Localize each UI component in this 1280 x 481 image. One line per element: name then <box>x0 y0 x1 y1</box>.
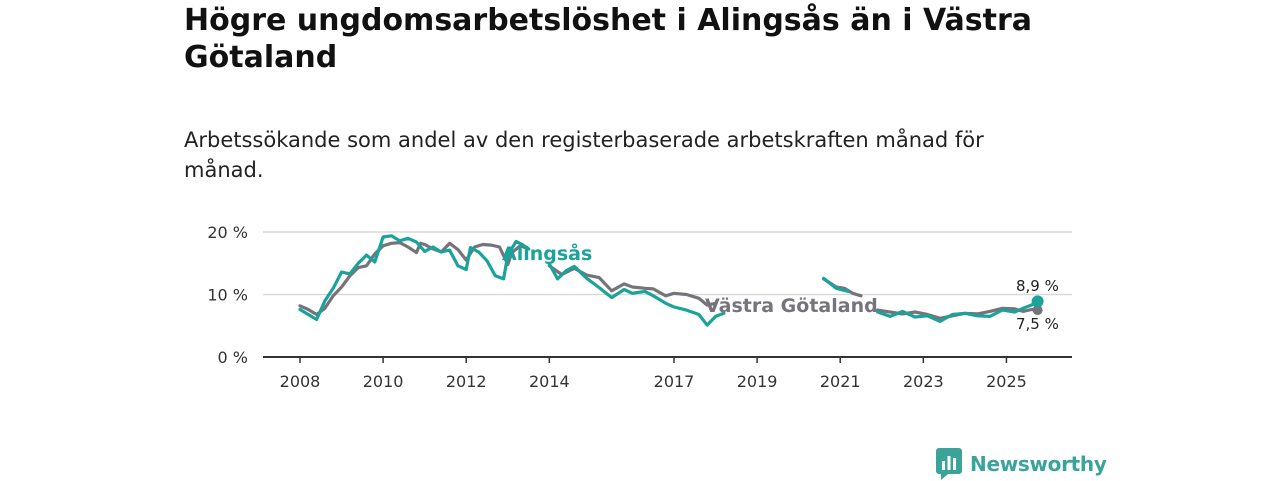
chart-title: Högre ungdomsarbetslöshet i Alingsås än … <box>184 3 1033 75</box>
x-tick-label: 2023 <box>903 372 944 391</box>
x-tick-label: 2012 <box>446 372 487 391</box>
bar-chart-speech-bubble-icon <box>936 448 962 480</box>
y-tick-label: 20 % <box>207 223 248 242</box>
x-tick-label: 2010 <box>363 372 404 391</box>
end-label-alingsas: 8,9 % <box>1016 277 1059 295</box>
series-line-v-stra-g-taland <box>547 264 718 307</box>
series-line-alings-s <box>547 262 726 327</box>
x-tick-label: 2017 <box>654 372 695 391</box>
newsworthy-logo: Newsworthy <box>936 447 1107 481</box>
series-line-alings-s <box>822 276 851 293</box>
x-tick-label: 2025 <box>986 372 1027 391</box>
chart-subtitle: Arbetssökande som andel av den registerb… <box>184 128 984 182</box>
x-tick-label: 2008 <box>280 372 321 391</box>
x-tick-label: 2014 <box>529 372 570 391</box>
series-label-vastra-gotaland: Västra Götaland <box>705 295 878 317</box>
y-tick-label: 0 % <box>218 348 248 367</box>
x-tick-label: 2019 <box>737 372 778 391</box>
end-point-vastra-gotaland <box>1032 305 1043 316</box>
series-line-alings-s <box>876 299 1040 323</box>
end-point-alingsas <box>1031 295 1044 308</box>
series-label-alingsas: Alingsås <box>502 241 592 265</box>
y-tick-label: 10 % <box>207 286 248 305</box>
x-tick-label: 2021 <box>820 372 861 391</box>
brand-name: Newsworthy <box>970 452 1107 476</box>
series-line-v-stra-g-taland <box>298 241 531 317</box>
series-line-alings-s <box>298 234 531 322</box>
end-label-vastra-gotaland: 7,5 % <box>1016 315 1059 333</box>
